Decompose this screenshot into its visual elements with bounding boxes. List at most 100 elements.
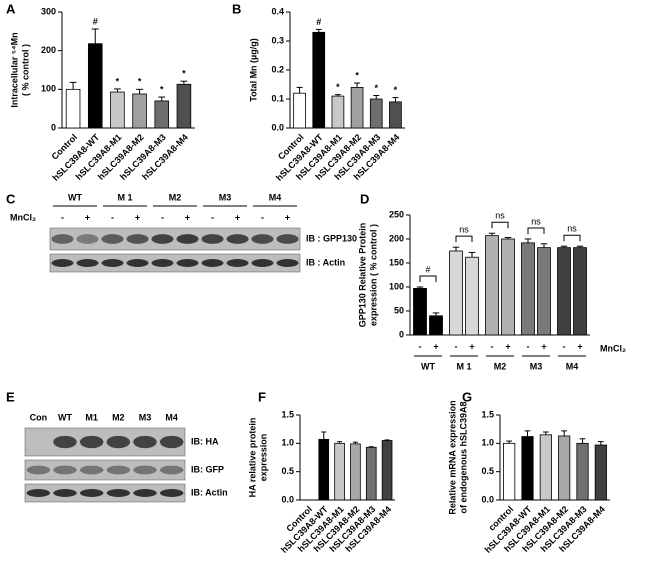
x-tick-label: - <box>527 341 530 351</box>
blot-band <box>276 234 299 244</box>
bar <box>365 446 377 501</box>
bar <box>369 98 383 129</box>
blot-band <box>151 259 174 267</box>
y-tick-label: 0.0 <box>481 494 494 504</box>
bar <box>576 442 589 501</box>
bracket <box>419 275 437 282</box>
y-tick-label: 0.5 <box>281 466 294 476</box>
sign: + <box>185 212 190 222</box>
y-tick-label: 0.1 <box>271 93 284 103</box>
annotation: * <box>138 77 142 87</box>
bar <box>594 444 607 501</box>
blot-band <box>133 435 157 449</box>
panel-label: A <box>6 1 16 16</box>
blot-band <box>176 259 199 267</box>
lane-label: M 1 <box>117 192 132 202</box>
panel-label: E <box>6 389 15 404</box>
y-tick-label: 0.4 <box>271 6 284 16</box>
lane-label: M4 <box>269 192 282 202</box>
y-tick-label: 250 <box>389 209 404 219</box>
x-tick-label: - <box>491 341 494 351</box>
annotation: # <box>93 16 98 26</box>
bar <box>449 250 463 336</box>
bar <box>293 92 306 129</box>
strip-label: IB: Actin <box>191 487 228 497</box>
bar <box>110 91 125 129</box>
y-axis-label: of endogenous hSLC39A8 <box>458 401 468 513</box>
lane-label: Con <box>30 412 48 422</box>
bar <box>503 442 516 501</box>
y-tick-label: 0 <box>399 329 404 339</box>
y-tick-label: 1.0 <box>281 438 294 448</box>
annotation: # <box>316 17 321 27</box>
bar <box>521 242 535 336</box>
sign: - <box>211 212 214 222</box>
annotation: * <box>160 84 164 94</box>
bar <box>429 315 443 336</box>
annotation: ns <box>567 224 577 234</box>
bar <box>334 442 345 501</box>
x-tick-label: + <box>505 341 510 351</box>
bar <box>312 31 326 129</box>
bar <box>65 88 81 129</box>
y-axis-label: ( % control ) <box>20 44 30 96</box>
sign: - <box>61 212 64 222</box>
lane-label: M2 <box>169 192 182 202</box>
blot-band <box>76 234 99 244</box>
blot-band <box>133 465 157 475</box>
y-tick-label: 0.5 <box>481 466 494 476</box>
sign: + <box>85 212 90 222</box>
bracket <box>563 234 581 242</box>
blot-band <box>151 234 174 244</box>
lane-label: M3 <box>139 412 152 422</box>
sign: - <box>261 212 264 222</box>
y-axis-label: expression ( % control ) <box>368 224 378 326</box>
group-label: WT <box>421 361 435 371</box>
y-tick-label: 0.0 <box>281 494 294 504</box>
bar <box>132 93 147 129</box>
x-tick-label: - <box>563 341 566 351</box>
bar <box>154 100 170 129</box>
bar <box>465 256 479 336</box>
blot-strip <box>49 227 301 251</box>
blot-band <box>176 234 199 244</box>
lane-label: M3 <box>219 192 232 202</box>
blot-band <box>51 259 74 267</box>
panel-label: G <box>462 389 472 404</box>
annotation: ns <box>495 211 505 221</box>
y-tick-label: 100 <box>389 281 404 291</box>
blot-band <box>159 489 184 497</box>
blot-strip <box>24 427 186 457</box>
treatment-label: MnCl₂ <box>600 343 626 353</box>
y-tick-label: 100 <box>41 84 56 94</box>
bar <box>537 247 551 336</box>
bar <box>485 235 499 336</box>
annotation: * <box>182 69 186 79</box>
blot-band <box>159 435 184 449</box>
bar <box>350 443 361 501</box>
y-axis-label: HA relative protein <box>247 418 257 498</box>
blot-band <box>251 234 274 244</box>
lane-label: M4 <box>165 412 178 422</box>
blot-strip <box>49 253 301 273</box>
y-tick-label: 200 <box>389 233 404 243</box>
group-label: M4 <box>566 361 579 371</box>
treatment-label: MnCl₂ <box>10 212 36 222</box>
y-tick-label: 200 <box>41 45 56 55</box>
y-tick-label: 0.3 <box>271 35 284 45</box>
lane-label: WT <box>68 192 82 202</box>
blot-strip <box>24 459 186 481</box>
y-tick-label: 50 <box>394 305 404 315</box>
sign: - <box>161 212 164 222</box>
panel-label: C <box>6 191 16 206</box>
blot-band <box>79 465 104 475</box>
annotation: # <box>425 264 430 274</box>
y-tick-label: 0.2 <box>271 64 284 74</box>
blot-band <box>53 435 77 449</box>
annotation: * <box>355 70 359 80</box>
y-axis-label: Total Mn (µg/g) <box>248 38 258 102</box>
panel-label: F <box>258 389 266 404</box>
group-label: M2 <box>494 361 507 371</box>
y-tick-label: 300 <box>41 6 56 16</box>
sign: - <box>111 212 114 222</box>
